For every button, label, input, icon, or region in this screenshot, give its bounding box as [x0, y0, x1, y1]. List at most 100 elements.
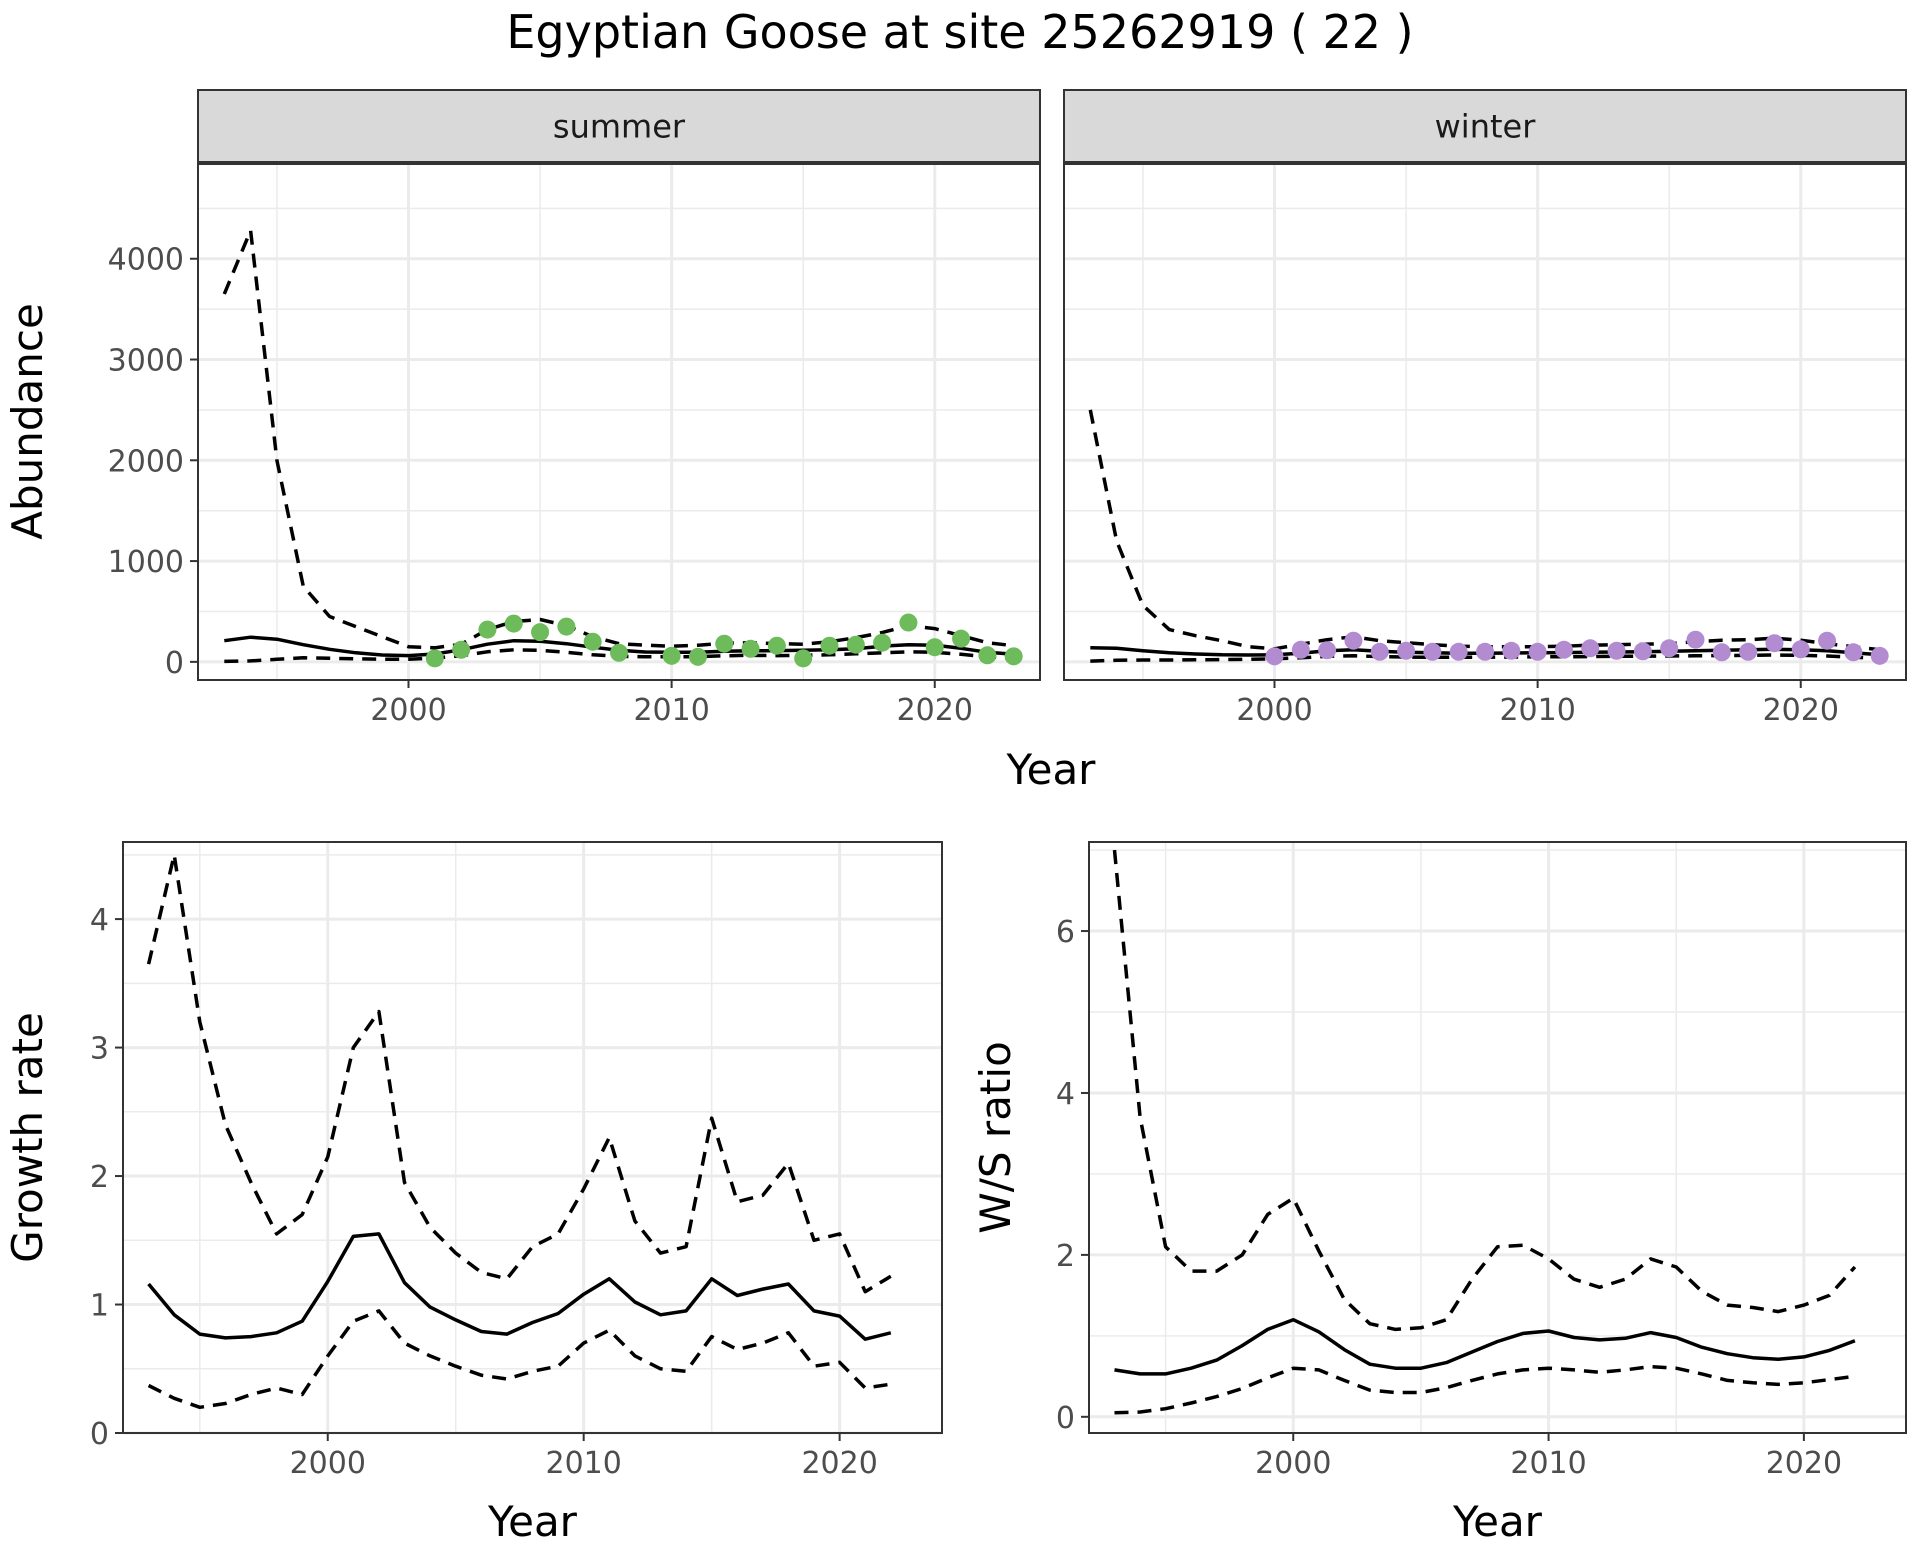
panel-border [122, 841, 943, 1434]
data-point [1607, 641, 1626, 660]
data-point [1818, 631, 1837, 650]
series-line-upper [222, 228, 1014, 650]
data-point [978, 646, 997, 665]
x-tick-label: 2000 [290, 1446, 366, 1481]
y-tick-label: 4000 [108, 243, 184, 278]
ws-ratio-panel: 2000 2010 2020 0 2 4 6 W/S ratio Year [971, 841, 1907, 1546]
x-tick-label: 2020 [897, 693, 973, 728]
data-point [531, 623, 550, 642]
y-axis-title: W/S ratio [971, 1041, 1020, 1234]
data-point [1265, 647, 1284, 666]
data-point [820, 636, 839, 655]
x-tick-label: 2020 [1763, 693, 1839, 728]
series-line-estimate [1114, 1317, 1856, 1376]
y-tick-label: 2 [1056, 1239, 1075, 1274]
growth-rate-panel: 2000 2010 2020 0 1 2 3 4 Growth rate Year [3, 841, 943, 1546]
facet-strip-label: winter [1435, 108, 1537, 146]
y-tick-label: 0 [1056, 1401, 1075, 1436]
data-point [1004, 647, 1023, 666]
y-tick-label: 1 [90, 1289, 109, 1324]
data-point [557, 617, 576, 636]
data-point [925, 638, 944, 657]
data-point [1502, 641, 1521, 660]
x-tick-label: 2000 [370, 693, 446, 728]
top-x-axis-title: Year [1006, 745, 1097, 794]
data-point [1765, 634, 1784, 653]
data-point [1554, 640, 1573, 659]
y-axis-title: Growth rate [3, 1012, 52, 1263]
x-tick-label: 2010 [633, 693, 709, 728]
y-tick-label: 2 [90, 1160, 109, 1195]
y-tick-label: 0 [165, 646, 184, 681]
panel-background [123, 842, 942, 1433]
data-point [1423, 642, 1442, 661]
data-point [1660, 639, 1679, 658]
data-point [767, 636, 786, 655]
y-tick-label: 1000 [108, 545, 184, 580]
y-tick-label: 2000 [108, 444, 184, 479]
figure-title: Egyptian Goose at site 25262919 ( 22 ) [506, 5, 1413, 59]
data-point [899, 613, 918, 632]
data-point [583, 632, 602, 651]
data-point [425, 649, 444, 668]
panel-background [1089, 842, 1906, 1433]
x-tick-label: 2010 [1499, 693, 1575, 728]
data-point [846, 635, 865, 654]
series-line-lower [1114, 1364, 1856, 1415]
data-point [1476, 642, 1494, 661]
x-tick-label: 2000 [1255, 1446, 1331, 1481]
x-axis-title: Year [487, 1497, 578, 1546]
data-point [610, 643, 628, 662]
data-point [1291, 640, 1310, 659]
winter-panel: winter 2000 2010 2020 [1063, 89, 1907, 728]
data-point [1397, 641, 1416, 660]
y-axis-title: Abundance [3, 303, 52, 540]
x-tick-label: 2020 [1766, 1446, 1842, 1481]
facet-strip-label: summer [553, 108, 686, 146]
panel-border [1088, 841, 1907, 1434]
data-point [1712, 643, 1731, 662]
data-point [504, 614, 523, 633]
y-tick-label: 6 [1056, 915, 1075, 950]
x-axis-title: Year [1452, 1497, 1543, 1546]
data-point [1844, 643, 1863, 662]
panel-background [198, 163, 1040, 680]
y-tick-label: 0 [90, 1417, 109, 1452]
facet-strip [1063, 89, 1907, 164]
data-point [1528, 642, 1547, 661]
series-line-upper [146, 853, 892, 1294]
data-point [1791, 640, 1810, 659]
data-point [1739, 642, 1758, 661]
data-point [952, 629, 971, 648]
x-tick-label: 2010 [1510, 1446, 1586, 1481]
x-tick-label: 2020 [801, 1446, 877, 1481]
data-point [452, 640, 471, 659]
data-point [688, 647, 707, 666]
y-tick-label: 4 [1056, 1077, 1075, 1112]
y-tick-label: 3000 [108, 344, 184, 379]
data-point [1318, 641, 1337, 660]
data-point [794, 649, 813, 668]
data-point [1870, 646, 1889, 665]
data-point [1581, 639, 1600, 658]
panel-background [1064, 163, 1906, 680]
data-point [1344, 631, 1363, 650]
summer-panel: summer 2000 2010 2020 0 1000 2000 3000 4000 Abund… [3, 89, 1041, 728]
data-point [478, 620, 497, 639]
series-line-upper [1112, 849, 1857, 1332]
series-line-estimate [147, 1232, 892, 1341]
data-point [662, 646, 681, 665]
data-point [1370, 642, 1389, 661]
facet-strip [197, 89, 1041, 164]
data-point [1686, 630, 1705, 649]
y-tick-label: 4 [90, 903, 109, 938]
data-point [1633, 642, 1652, 661]
data-point [1449, 642, 1468, 661]
data-point [873, 633, 892, 652]
series-line-lower [147, 1309, 892, 1410]
y-tick-label: 3 [90, 1032, 109, 1067]
data-point [741, 639, 760, 658]
x-tick-label: 2000 [1236, 693, 1312, 728]
data-point [715, 634, 734, 653]
